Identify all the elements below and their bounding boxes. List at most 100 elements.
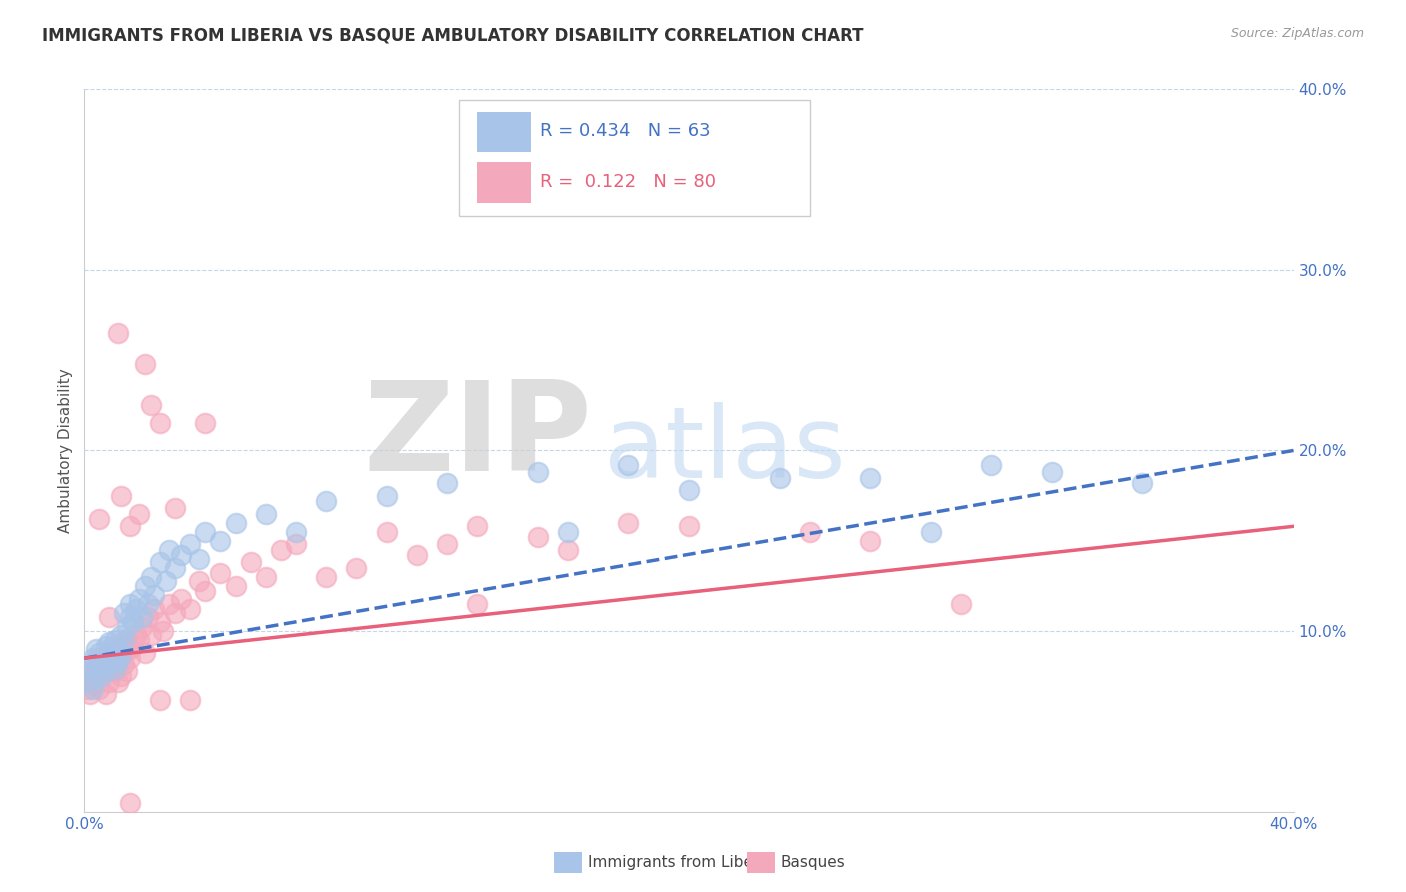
- Point: [82, 651, 104, 665]
- Point: [104, 649, 127, 664]
- Point: [107, 655, 129, 669]
- Point: [86, 642, 108, 657]
- Point: [285, 524, 308, 539]
- Point: [118, 651, 141, 665]
- Point: [118, 642, 141, 657]
- Point: [121, 615, 143, 629]
- Point: [94, 649, 117, 664]
- Point: [112, 646, 135, 660]
- Text: atlas: atlas: [605, 402, 846, 499]
- Point: [89, 669, 111, 683]
- Point: [346, 561, 368, 575]
- Point: [112, 657, 135, 671]
- Point: [142, 602, 165, 616]
- Point: [617, 458, 640, 472]
- Point: [769, 470, 792, 484]
- Point: [76, 674, 98, 689]
- Point: [980, 458, 1002, 472]
- Point: [557, 542, 579, 557]
- Point: [107, 326, 129, 340]
- Point: [617, 516, 640, 530]
- Point: [467, 597, 489, 611]
- Point: [254, 507, 277, 521]
- Point: [157, 542, 180, 557]
- Point: [115, 620, 138, 634]
- Point: [149, 615, 172, 629]
- Point: [179, 602, 201, 616]
- Point: [89, 512, 111, 526]
- FancyBboxPatch shape: [478, 162, 530, 202]
- Point: [149, 692, 172, 706]
- Text: ZIP: ZIP: [364, 376, 592, 497]
- Point: [94, 639, 117, 653]
- Point: [134, 646, 156, 660]
- Point: [82, 664, 104, 678]
- Point: [79, 674, 101, 689]
- Point: [436, 475, 458, 490]
- Point: [97, 609, 120, 624]
- Point: [107, 674, 129, 689]
- Point: [209, 566, 232, 581]
- Point: [170, 548, 193, 562]
- Text: Source: ZipAtlas.com: Source: ZipAtlas.com: [1230, 27, 1364, 40]
- Point: [118, 609, 141, 624]
- Point: [139, 398, 162, 412]
- Point: [678, 519, 700, 533]
- Point: [104, 662, 127, 676]
- Point: [134, 579, 156, 593]
- Point: [91, 669, 114, 683]
- Point: [107, 642, 129, 657]
- Point: [527, 465, 550, 479]
- Point: [112, 606, 135, 620]
- Point: [115, 664, 138, 678]
- Point: [125, 628, 148, 642]
- Point: [678, 483, 700, 498]
- Point: [104, 664, 127, 678]
- Point: [128, 591, 150, 606]
- Point: [118, 796, 141, 810]
- Text: IMMIGRANTS FROM LIBERIA VS BASQUE AMBULATORY DISABILITY CORRELATION CHART: IMMIGRANTS FROM LIBERIA VS BASQUE AMBULA…: [42, 27, 863, 45]
- Point: [149, 417, 172, 431]
- Point: [375, 524, 398, 539]
- Point: [89, 651, 111, 665]
- Point: [136, 609, 159, 624]
- Point: [209, 533, 232, 548]
- Point: [125, 602, 148, 616]
- Point: [139, 628, 162, 642]
- Point: [188, 551, 211, 566]
- Point: [94, 662, 117, 676]
- Point: [239, 556, 262, 570]
- Text: R = 0.434   N = 63: R = 0.434 N = 63: [540, 122, 711, 140]
- Point: [79, 669, 101, 683]
- Point: [170, 591, 193, 606]
- Point: [104, 633, 127, 648]
- Point: [155, 574, 177, 588]
- Point: [100, 655, 122, 669]
- Point: [97, 635, 120, 649]
- Point: [110, 648, 132, 662]
- Text: Immigrants from Liberia: Immigrants from Liberia: [588, 855, 773, 870]
- Point: [86, 674, 108, 689]
- Point: [94, 662, 117, 676]
- FancyBboxPatch shape: [478, 112, 530, 152]
- Point: [436, 537, 458, 551]
- Point: [859, 533, 882, 548]
- Point: [315, 494, 337, 508]
- Point: [315, 570, 337, 584]
- Point: [79, 657, 101, 671]
- Point: [86, 660, 108, 674]
- Point: [152, 624, 174, 639]
- Point: [375, 489, 398, 503]
- Point: [131, 609, 153, 624]
- Point: [188, 574, 211, 588]
- Point: [89, 660, 111, 674]
- Point: [128, 507, 150, 521]
- Point: [149, 556, 172, 570]
- Point: [136, 597, 159, 611]
- Point: [112, 633, 135, 648]
- Y-axis label: Ambulatory Disability: Ambulatory Disability: [58, 368, 73, 533]
- Point: [89, 646, 111, 660]
- Point: [406, 548, 429, 562]
- Point: [859, 470, 882, 484]
- Point: [157, 597, 180, 611]
